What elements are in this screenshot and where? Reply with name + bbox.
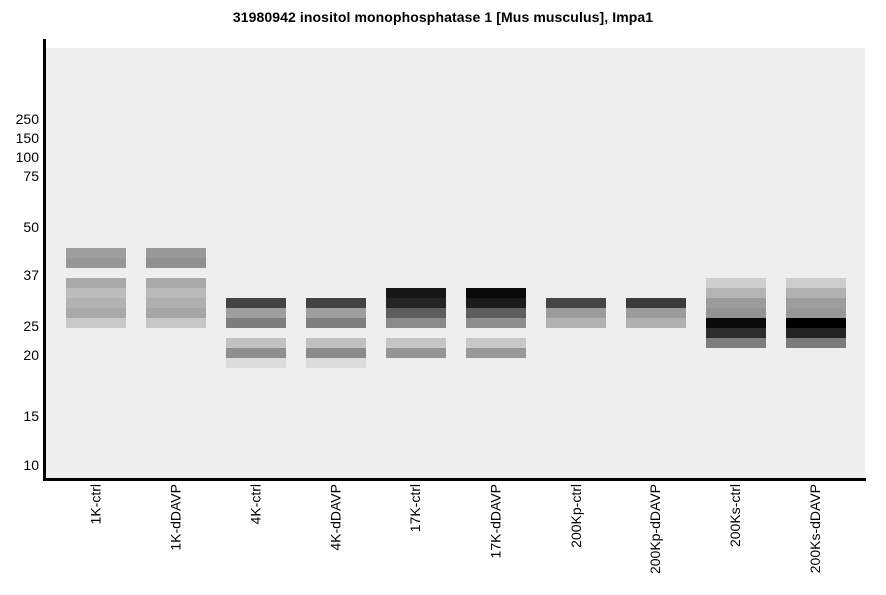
band-stripe xyxy=(226,348,286,358)
band-stripe xyxy=(466,298,526,308)
band-stripe xyxy=(386,298,446,308)
band-stripe xyxy=(386,348,446,358)
lane-label: 4K-ctrl xyxy=(247,484,264,525)
y-tick-label: 10 xyxy=(23,457,39,473)
band-stripe xyxy=(706,338,766,348)
band-stripe xyxy=(786,318,846,328)
band-stripe xyxy=(146,288,206,298)
band-stripe xyxy=(786,298,846,308)
band-stripe xyxy=(466,288,526,298)
band-stripe xyxy=(706,288,766,298)
band-stripe xyxy=(706,318,766,328)
y-tick-label: 15 xyxy=(23,408,39,424)
band-stripe xyxy=(706,308,766,318)
band-stripe xyxy=(66,258,126,268)
band-stripe xyxy=(706,328,766,338)
band-stripe xyxy=(546,308,606,318)
y-tick-label: 75 xyxy=(23,168,39,184)
band-stripe xyxy=(146,258,206,268)
chart-title: 31980942 inositol monophosphatase 1 [Mus… xyxy=(232,9,654,25)
band-stripe xyxy=(66,318,126,328)
band-stripe xyxy=(626,308,686,318)
band-stripe xyxy=(226,318,286,328)
band-stripe xyxy=(306,318,366,328)
band-stripe xyxy=(66,298,126,308)
lane-label: 200Kp-dDAVP xyxy=(647,484,664,575)
band-stripe xyxy=(66,248,126,258)
y-tick-label: 50 xyxy=(23,219,39,235)
band-stripe xyxy=(66,308,126,318)
x-axis-spine xyxy=(43,478,866,481)
band-stripe xyxy=(226,358,286,368)
band-stripe xyxy=(146,298,206,308)
band-stripe xyxy=(786,338,846,348)
lane-label: 200Kp-ctrl xyxy=(567,484,584,548)
y-tick-label: 20 xyxy=(23,347,39,363)
band-stripe xyxy=(466,318,526,328)
band-stripe xyxy=(466,308,526,318)
band-stripe xyxy=(306,358,366,368)
lane-label: 4K-dDAVP xyxy=(327,484,344,551)
band-stripe xyxy=(546,318,606,328)
band-stripe xyxy=(466,338,526,348)
band-stripe xyxy=(386,288,446,298)
band-stripe xyxy=(146,248,206,258)
band-stripe xyxy=(466,348,526,358)
band-stripe xyxy=(706,298,766,308)
band-stripe xyxy=(146,278,206,288)
band-stripe xyxy=(626,298,686,308)
band-stripe xyxy=(626,318,686,328)
lane-label: 200Ks-ctrl xyxy=(727,484,744,548)
band-stripe xyxy=(386,318,446,328)
band-stripe xyxy=(386,338,446,348)
band-stripe xyxy=(66,278,126,288)
band-stripe xyxy=(66,288,126,298)
band-stripe xyxy=(146,308,206,318)
lane-label: 1K-dDAVP xyxy=(167,484,184,551)
lane-label: 200Ks-dDAVP xyxy=(807,484,824,574)
band-stripe xyxy=(226,308,286,318)
band-stripe xyxy=(146,318,206,328)
band-stripe xyxy=(226,338,286,348)
y-axis-spine xyxy=(43,39,46,481)
y-tick-label: 150 xyxy=(15,130,39,146)
lane-label: 17K-dDAVP xyxy=(487,484,504,559)
band-stripe xyxy=(786,308,846,318)
band-stripe xyxy=(386,308,446,318)
lane-label: 17K-ctrl xyxy=(407,484,424,533)
band-stripe xyxy=(786,288,846,298)
band-stripe xyxy=(546,298,606,308)
band-stripe xyxy=(706,278,766,288)
band-stripe xyxy=(226,298,286,308)
band-stripe xyxy=(306,298,366,308)
y-tick-label: 37 xyxy=(23,267,39,283)
y-tick-label: 25 xyxy=(23,318,39,334)
y-tick-label: 100 xyxy=(15,149,39,165)
band-stripe xyxy=(786,278,846,288)
band-stripe xyxy=(306,308,366,318)
lane-label: 1K-ctrl xyxy=(87,484,104,525)
band-stripe xyxy=(786,328,846,338)
y-tick-label: 250 xyxy=(15,111,39,127)
band-stripe xyxy=(306,348,366,358)
band-stripe xyxy=(306,338,366,348)
